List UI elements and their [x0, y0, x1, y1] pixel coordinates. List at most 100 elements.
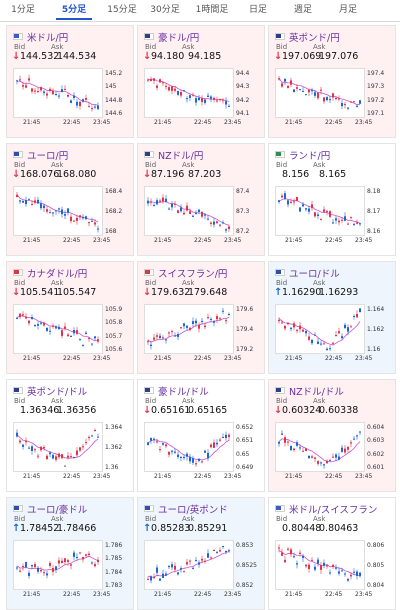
y-tick-label: 0.651 — [236, 437, 254, 445]
currency-card[interactable]: NZドル/円 Bid Ask ↓ 87.196 87.203 87.4 87.3 87.2 21:… — [137, 143, 265, 256]
pair-name[interactable]: ユーロ/豪ドル — [27, 505, 88, 516]
pair-name[interactable]: 英ポンド/円 — [289, 33, 340, 44]
pair-name[interactable]: ランド/円 — [289, 151, 331, 162]
candlestick-chart[interactable]: 168.4 168.2 168 21:45 22:45 23:45 — [13, 186, 129, 250]
candle-body — [192, 567, 194, 569]
candle-body — [150, 576, 152, 581]
x-tick-label: 22:45 — [63, 591, 81, 598]
candlestick-chart[interactable]: 0.806 0.805 0.804 21:45 22:45 23:45 — [275, 540, 391, 604]
candle-body — [16, 80, 18, 82]
tab-30min[interactable]: 30分足 — [150, 5, 180, 15]
candle-body — [70, 564, 72, 566]
candle-body — [198, 458, 200, 461]
x-tick-label: 21:45 — [285, 119, 303, 126]
candle-body — [174, 565, 176, 570]
pair-name[interactable]: カナダドル/円 — [27, 269, 88, 280]
pair-name[interactable]: ユーロ/ドル — [289, 269, 340, 280]
pair-name[interactable]: 米ドル/スイスフラン — [289, 505, 378, 516]
candles-svg — [147, 76, 230, 109]
pair-name[interactable]: スイスフラン/円 — [158, 269, 228, 280]
ask-price: 144.534 — [57, 51, 97, 62]
pair-name[interactable]: NZドル/ドル — [289, 387, 344, 398]
currency-card[interactable]: 英ポンド/ドル Bid Ask 1.36346 1.36356 1.364 1.362 1.3… — [6, 379, 134, 492]
pair-name[interactable]: 米ドル/円 — [27, 33, 69, 44]
candle-body — [147, 578, 149, 580]
tab-daily[interactable]: 日足 — [248, 5, 267, 15]
candle-body — [219, 224, 221, 226]
candle-body — [40, 569, 42, 572]
candle-body — [85, 98, 87, 100]
tab-15min[interactable]: 15分足 — [107, 5, 137, 15]
candle-body — [88, 337, 90, 339]
currency-card[interactable]: NZドル/ドル Bid Ask ↓ 0.60324 0.60338 0.604 0.603 0.… — [268, 379, 396, 492]
candle-body — [302, 556, 304, 558]
chart-plot-area — [13, 422, 103, 472]
candle-body — [326, 210, 328, 212]
x-tick-label: 22:45 — [194, 237, 212, 244]
currency-card[interactable]: ユーロ/円 Bid Ask ↓ 168.076 168.080 168.4 168.2 168 2… — [6, 143, 134, 256]
pair-name[interactable]: ユーロ/英ポンド — [158, 505, 228, 516]
candlestick-chart[interactable]: 8.18 8.17 8.16 21:45 22:45 23:45 — [275, 186, 391, 250]
pair-name[interactable]: ユーロ/円 — [27, 151, 69, 162]
candle-body — [198, 325, 200, 329]
currency-card[interactable]: カナダドル/円 Bid Ask ↓ 105.541 105.547 105.9 105.8 10… — [6, 261, 134, 374]
pair-name[interactable]: 豪ドル/円 — [158, 33, 200, 44]
currency-card[interactable]: 米ドル/円 Bid Ask ↓ 144.532 144.534 145.2 145 144.8 1… — [6, 25, 134, 138]
currency-card[interactable]: 米ドル/スイスフラン Bid Ask 0.80448 0.80463 0.806 0.805… — [268, 497, 396, 610]
chart-plot-area — [275, 186, 365, 236]
candlestick-chart[interactable]: 0.853 0.8525 0.852 21:45 22:45 23:45 — [144, 540, 260, 604]
pair-name[interactable]: NZドル/円 — [158, 151, 204, 162]
tab-1min[interactable]: 1分足 — [11, 5, 35, 15]
currency-card[interactable]: スイスフラン/円 Bid Ask ↓ 179.632 179.648 179.6 179.4 1… — [137, 261, 265, 374]
currency-card[interactable]: ユーロ/豪ドル Bid Ask ↑ 1.78452 1.78466 1.786 1.785 1.… — [6, 497, 134, 610]
candle-body — [61, 209, 63, 215]
currency-card[interactable]: ユーロ/英ポンド Bid Ask ↑ 0.85283 0.85291 0.853 0.8525… — [137, 497, 265, 610]
currency-card[interactable]: ユーロ/ドル Bid Ask ↑ 1.16290 1.16293 1.164 1.162 1.1… — [268, 261, 396, 374]
ask-label: Ask — [51, 515, 64, 523]
candle-body — [320, 462, 322, 464]
candle-body — [183, 90, 185, 92]
candle-body — [183, 323, 185, 327]
candlestick-chart[interactable]: 94.4 94.3 94.2 94.1 21:45 22:45 23:45 — [144, 68, 260, 132]
y-tick-label: 8.18 — [367, 188, 381, 195]
candle-body — [165, 85, 167, 87]
candlestick-chart[interactable]: 197.4 197.3 197.2 197.1 21:45 22:45 23:45 — [275, 68, 391, 132]
candle-body — [168, 451, 170, 455]
y-tick-label: 0.853 — [236, 542, 254, 549]
currency-card[interactable]: 豪ドル/ドル Bid Ask ↓ 0.65161 0.65165 0.652 0.651 0.6… — [137, 379, 265, 492]
tab-monthly[interactable]: 月足 — [338, 5, 357, 15]
candle-body — [61, 454, 63, 459]
tab-1hour[interactable]: 1時間足 — [195, 5, 229, 15]
candlestick-chart[interactable]: 179.6 179.4 179.2 21:45 22:45 23:45 — [144, 304, 260, 368]
candle-body — [323, 209, 325, 212]
currency-card[interactable]: 豪ドル/円 Bid Ask ↓ 94.180 94.185 94.4 94.3 94.2 94.1… — [137, 25, 265, 138]
tab-5min[interactable]: 5分足 — [56, 0, 92, 20]
ask-price: 1.36356 — [57, 405, 97, 416]
candle-body — [216, 100, 218, 102]
au-flag-icon — [144, 387, 154, 394]
candle-body — [204, 325, 206, 328]
candlestick-chart[interactable]: 1.364 1.362 1.36 21:45 22:45 23:45 — [13, 422, 129, 486]
pair-name[interactable]: 豪ドル/ドル — [158, 387, 209, 398]
candle-body — [180, 92, 182, 96]
candlestick-chart[interactable]: 1.164 1.162 1.16 21:45 22:45 23:45 — [275, 304, 391, 368]
candle-body — [73, 330, 75, 334]
candlestick-chart[interactable]: 1.786 1.785 1.784 1.783 21:45 22:45 23:45 — [13, 540, 129, 604]
candlestick-chart[interactable]: 145.2 145 144.8 144.6 21:45 22:45 23:45 — [13, 68, 129, 132]
candle-body — [347, 446, 349, 450]
candlestick-chart[interactable]: 0.604 0.603 0.602 0.601 21:45 22:45 23:45 — [275, 422, 391, 486]
candle-body — [302, 450, 304, 452]
candle-body — [278, 200, 280, 202]
candle-body — [219, 318, 221, 320]
pair-name[interactable]: 英ポンド/ドル — [27, 387, 88, 398]
currency-card[interactable]: ランド/円 Bid Ask 8.156 8.165 8.18 8.17 8.16 21:45 22… — [268, 143, 396, 256]
flag-canton — [276, 270, 281, 274]
candle-body — [189, 95, 191, 98]
tab-weekly[interactable]: 週足 — [293, 5, 312, 15]
candle-body — [335, 335, 337, 336]
candlestick-chart[interactable]: 105.9 105.8 105.7 105.6 21:45 22:45 23:45 — [13, 304, 129, 368]
currency-card[interactable]: 英ポンド/円 Bid Ask ↓ 197.069 197.076 197.4 197.3 197… — [268, 25, 396, 138]
ask-label: Ask — [313, 397, 326, 405]
candlestick-chart[interactable]: 87.4 87.3 87.2 21:45 22:45 23:45 — [144, 186, 260, 250]
candlestick-chart[interactable]: 0.652 0.651 0.65 0.649 21:45 22:45 23:45 — [144, 422, 260, 486]
